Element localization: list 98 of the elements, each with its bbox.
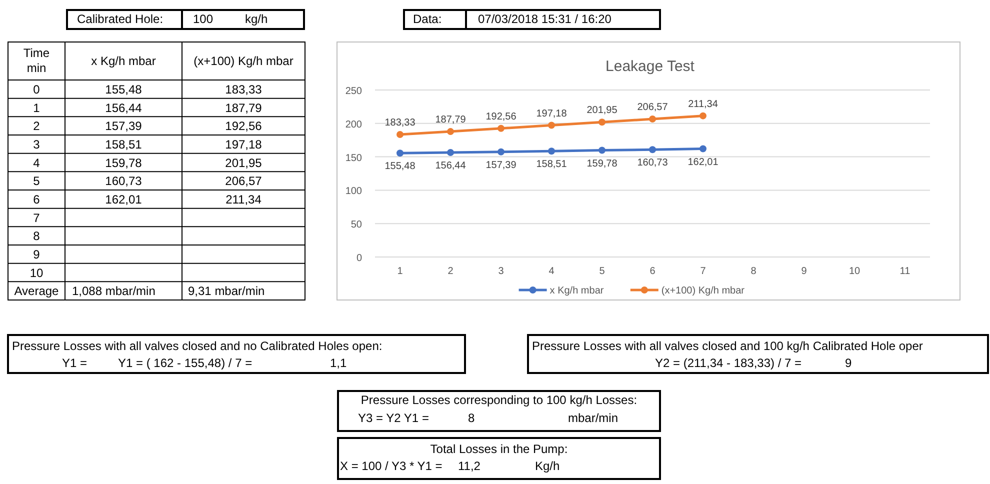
text: 9,31 mbar/min (188, 284, 265, 298)
point (447, 149, 454, 156)
point (700, 145, 706, 152)
text: Y1 = (62, 356, 88, 370)
text: Pressure Losses corresponding to 100 kg/h Losses: (360, 393, 638, 407)
x-tick-label: 4 (548, 266, 555, 277)
text: 183,33 (225, 82, 262, 96)
text: 155,48 (105, 82, 142, 96)
text: 1,1 (330, 356, 348, 370)
x-tick-label: 1 (397, 266, 404, 277)
point (649, 146, 656, 154)
data-label: 156,44 (435, 160, 466, 172)
x-tick-label: 5 (599, 266, 606, 277)
text: 201,95 (225, 156, 262, 170)
x-tick-label: 2 (448, 266, 454, 277)
y-tick-label: 250 (345, 86, 362, 97)
x-tick-label: 7 (700, 266, 706, 277)
point (598, 118, 606, 126)
text: 5 (33, 174, 40, 188)
text: 100 (193, 12, 214, 26)
y-tick-label: 200 (345, 119, 362, 130)
text: 206,57 (225, 174, 262, 188)
text: 07/03/2018 15:31 / 16:20 (478, 12, 612, 26)
point (598, 146, 606, 154)
text: Calibrated Hole: (77, 12, 164, 26)
text: Average (14, 284, 60, 298)
x-tick-label: 9 (801, 266, 808, 277)
text: Total Losses in the Pump: (430, 442, 568, 456)
data-label: 201,95 (586, 105, 618, 116)
text: 2 (33, 119, 40, 134)
text: 158,51 (105, 138, 142, 152)
point (498, 148, 504, 156)
y-tick-label: 0 (356, 253, 362, 264)
data-label: 160,73 (637, 158, 668, 169)
text: x Kg/h mbar (91, 54, 156, 68)
x-tick-label: 3 (498, 266, 504, 277)
text: X = 100 / Y3 * Y1 = (340, 459, 442, 473)
data-label: 158,51 (536, 159, 568, 170)
text: (x+100) Kg/h mbar (194, 54, 294, 68)
data-label: 155,48 (384, 161, 416, 172)
text: 1 (33, 100, 40, 115)
point (548, 122, 555, 129)
text: 9 (33, 248, 40, 262)
text: 7 (33, 210, 40, 225)
text: Data: (413, 12, 442, 26)
text: 192,56 (225, 119, 262, 134)
text: 156,44 (105, 100, 142, 115)
text: 160,73 (105, 174, 142, 188)
text: 187,79 (225, 100, 262, 115)
text: Y3 = Y2 Y1 = (358, 411, 429, 425)
point (649, 116, 656, 123)
text: mbar/min (568, 411, 618, 425)
x-tick-label: 6 (650, 266, 656, 277)
text: Y1 = ( 162 - 155,48) / 7 = (118, 356, 252, 370)
text: 157,39 (105, 119, 142, 134)
legend-label: (x+100) Kg/h mbar (661, 286, 746, 296)
text: Y2 = (211,34 - 183,33) / 7 = (655, 356, 802, 370)
text: 3 (33, 138, 40, 152)
text: 0 (33, 82, 40, 96)
data-label: 162,01 (688, 156, 719, 168)
x-tick-label: 8 (750, 266, 757, 277)
data-label: 159,78 (586, 158, 618, 170)
y-tick-label: 150 (345, 152, 362, 164)
text: 211,34 (226, 192, 262, 206)
y-tick-label: 100 (345, 186, 362, 198)
legend-label: x Kg/h mbar (550, 286, 604, 296)
data-label: 183,33 (384, 118, 416, 129)
point (396, 150, 404, 157)
data-label: 187,79 (435, 114, 466, 126)
point (700, 112, 706, 120)
text: 8 (33, 229, 40, 244)
x-tick-label: 11 (900, 266, 911, 277)
text: 197,18 (225, 138, 262, 152)
y-tick-label: 50 (350, 220, 362, 231)
point (396, 131, 404, 138)
text: 4 (33, 156, 40, 170)
data-label: 192,56 (486, 111, 517, 122)
data-label: 197,18 (536, 108, 568, 120)
data-label: 157,39 (486, 160, 517, 171)
text: 159,78 (105, 156, 142, 170)
text: 1,088 mbar/min (72, 284, 156, 298)
point (447, 128, 454, 136)
text: 8 (468, 411, 475, 425)
text: Kg/h (535, 459, 560, 473)
text: Pressure Losses with all valves closed and 100 kg/h Calibrated Hole oper (532, 339, 923, 353)
point (548, 148, 555, 155)
text: Time min (23, 46, 50, 75)
text: 9 (845, 356, 852, 370)
text: kg/h (245, 12, 268, 26)
x-tick-label: 10 (848, 266, 860, 277)
data-label: 206,57 (637, 102, 668, 114)
point (498, 124, 504, 132)
text: 11,2 (458, 459, 481, 473)
text: 162,01 (105, 192, 142, 206)
text: 6 (33, 192, 40, 206)
chart-title: Leakage Test (606, 58, 696, 75)
data-label: 211,34 (688, 98, 718, 110)
text: Pressure Losses with all valves closed and no Calibrated Holes open: (12, 339, 382, 353)
